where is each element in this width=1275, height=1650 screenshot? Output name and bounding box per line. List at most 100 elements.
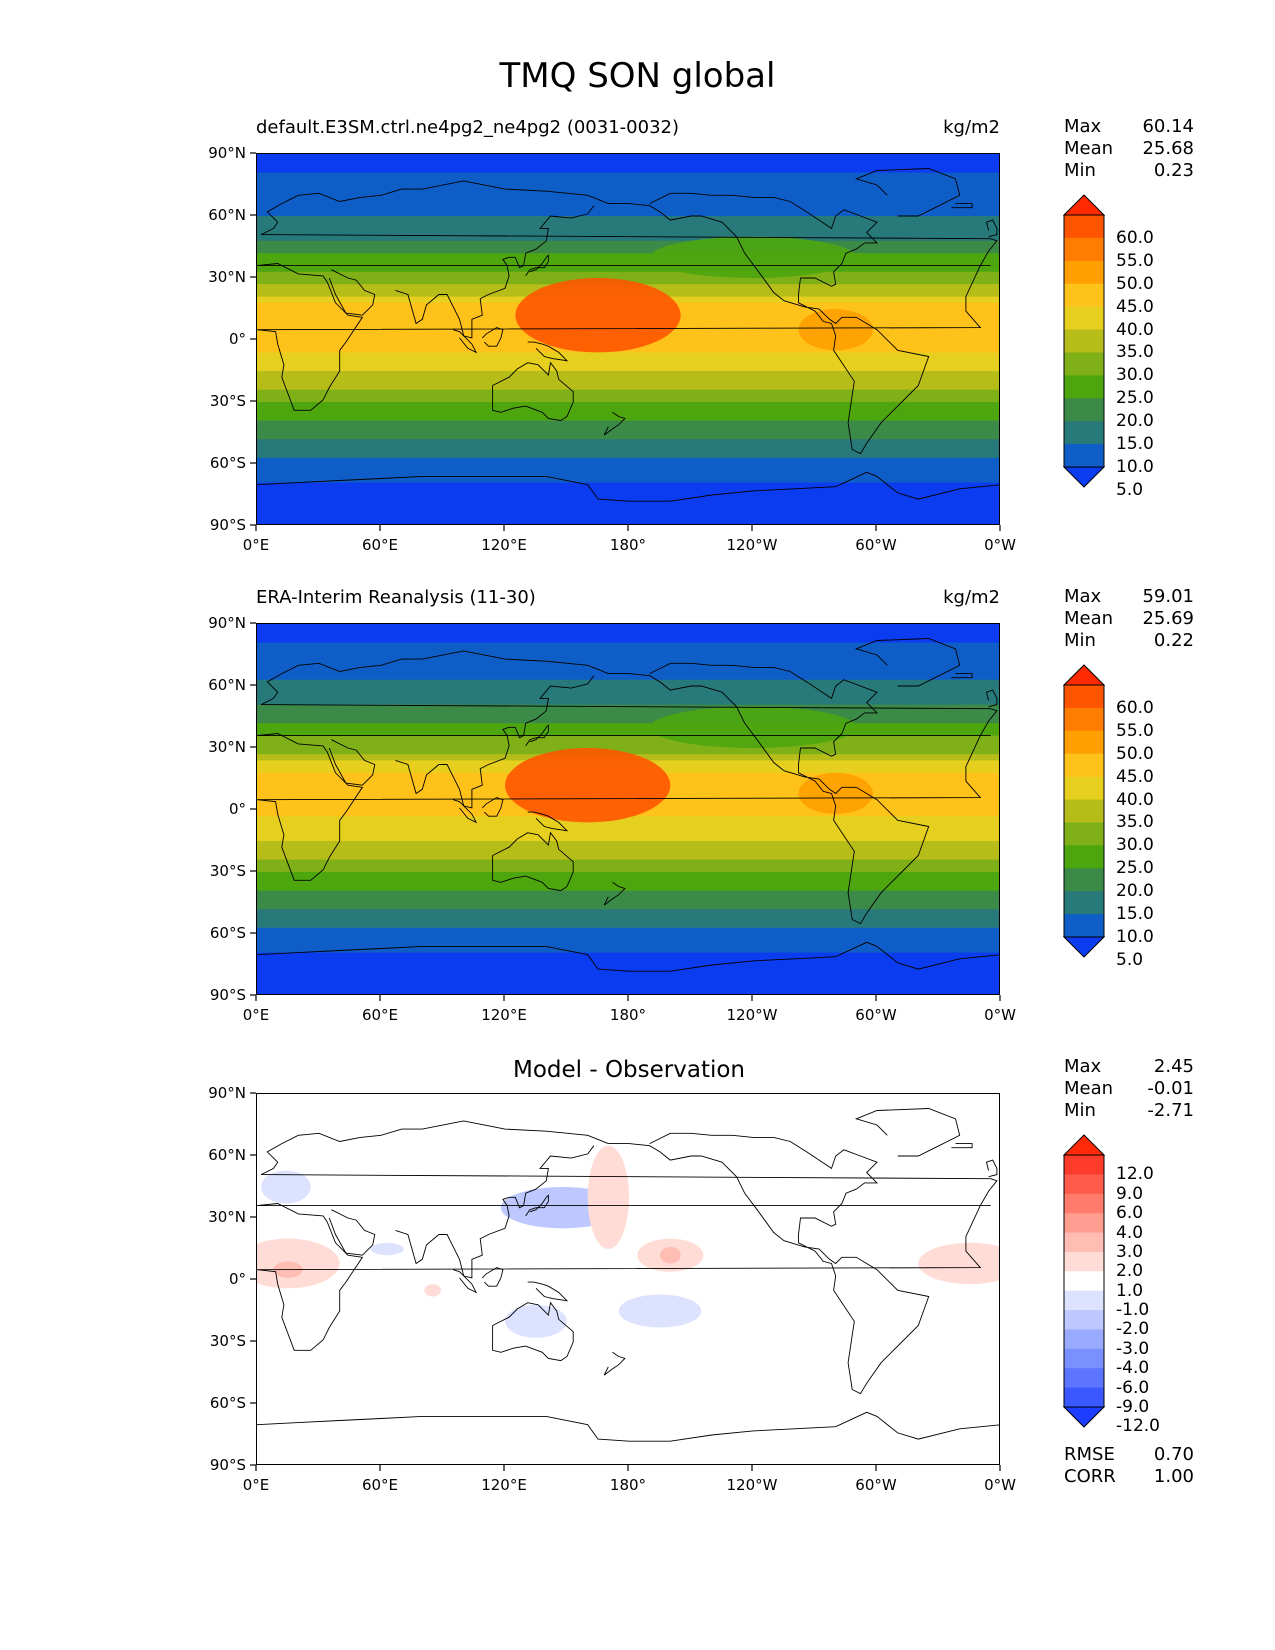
field-anomaly bbox=[649, 236, 857, 278]
colorbar-label: 25.0 bbox=[1116, 858, 1154, 879]
diff-feature bbox=[587, 1145, 629, 1249]
field-band bbox=[257, 729, 999, 737]
colorbar-swatch bbox=[1064, 421, 1104, 445]
stat-min: Min -2.71 bbox=[1064, 1100, 1194, 1122]
stat-value: 0.70 bbox=[1153, 1444, 1194, 1465]
field-band bbox=[257, 909, 999, 916]
colorbar-model bbox=[1062, 194, 1106, 488]
colorbar-swatch bbox=[1064, 260, 1104, 285]
field-band bbox=[257, 717, 999, 724]
colorbar-label: 2.0 bbox=[1116, 1261, 1144, 1282]
lat-tick-label: 30°N bbox=[208, 738, 246, 756]
diff-feature bbox=[261, 1170, 311, 1204]
coastline bbox=[985, 1159, 998, 1178]
coastlines bbox=[257, 168, 999, 502]
lat-tick-label: 30°N bbox=[208, 268, 246, 286]
coastline bbox=[453, 1269, 478, 1294]
colorbar-frame bbox=[1063, 684, 1105, 938]
coastline bbox=[492, 831, 574, 892]
field-anomaly bbox=[515, 278, 681, 353]
lon-tick-label: 120°E bbox=[481, 1476, 527, 1494]
stat-value: 60.14 bbox=[1142, 116, 1194, 137]
field-band bbox=[257, 495, 999, 502]
diff-background bbox=[257, 1094, 999, 1464]
field-band bbox=[257, 420, 999, 428]
colorbar-frame bbox=[1063, 214, 1105, 468]
coastline bbox=[985, 689, 998, 708]
coastline bbox=[854, 638, 961, 687]
coastline bbox=[260, 1120, 998, 1395]
colorbar-swatch bbox=[1064, 914, 1104, 938]
field-band bbox=[257, 166, 999, 174]
field-band bbox=[257, 253, 999, 260]
field-band bbox=[257, 847, 999, 854]
field-band bbox=[257, 371, 999, 378]
field-band bbox=[257, 921, 999, 929]
stat-rmse: RMSE 0.70 bbox=[1064, 1444, 1194, 1466]
field-band bbox=[257, 507, 999, 515]
coastlines bbox=[257, 1108, 999, 1442]
field-band bbox=[257, 710, 999, 718]
stat-value: 25.68 bbox=[1142, 138, 1194, 159]
field-band bbox=[257, 977, 999, 985]
panel-model: default.E3SM.ctrl.ne4pg2_ne4pg2 (0031-00… bbox=[0, 0, 1275, 554]
field-band bbox=[257, 698, 999, 706]
field-band bbox=[257, 946, 999, 954]
field-band bbox=[257, 265, 999, 273]
coastline bbox=[951, 203, 973, 209]
field-band bbox=[257, 197, 999, 205]
lon-tick-label: 120°W bbox=[727, 1476, 778, 1494]
stat-label: Mean bbox=[1064, 1078, 1114, 1099]
colorbar-label: 10.0 bbox=[1116, 927, 1154, 947]
lat-tick-label: 30°N bbox=[208, 1208, 246, 1226]
colorbar-swatch bbox=[1064, 329, 1104, 353]
field-band bbox=[257, 828, 999, 836]
colorbar-label: 40.0 bbox=[1116, 789, 1154, 810]
stat-value: 0.22 bbox=[1153, 630, 1194, 651]
lat-tick-label: 90°N bbox=[208, 1084, 246, 1102]
field-band bbox=[257, 488, 999, 496]
stat-label: Max bbox=[1064, 1056, 1102, 1077]
lat-tick-label: 90°N bbox=[208, 144, 246, 162]
colorbar-label: -6.0 bbox=[1116, 1377, 1150, 1398]
coastline bbox=[395, 205, 595, 339]
field-band bbox=[257, 358, 999, 366]
field-band bbox=[257, 853, 999, 861]
colorbar-swatch bbox=[1064, 1193, 1104, 1214]
panel-observation: ERA-Interim Reanalysis (11-30) kg/m2 90°… bbox=[0, 470, 1275, 1024]
stat-min: Min 0.22 bbox=[1064, 630, 1194, 652]
colorbar-label: 30.0 bbox=[1116, 365, 1154, 386]
field-band bbox=[257, 154, 999, 161]
colorbar-swatch bbox=[1064, 707, 1104, 732]
field-band bbox=[257, 673, 999, 681]
field-band bbox=[257, 464, 999, 471]
colorbar-label: 35.0 bbox=[1116, 812, 1154, 833]
colorbar-label: 35.0 bbox=[1116, 342, 1154, 363]
coastline bbox=[453, 799, 478, 824]
colorbar-observation bbox=[1062, 664, 1106, 958]
colorbar-swatch bbox=[1064, 375, 1104, 399]
field-band bbox=[257, 822, 999, 830]
stat-label: RMSE bbox=[1064, 1444, 1115, 1465]
panel-difference: Model - Observation 90°N 60°N 30°N 0° 30°S 60… bbox=[0, 940, 1275, 1494]
coastline bbox=[257, 1411, 999, 1442]
colorbar-swatch bbox=[1064, 1251, 1104, 1272]
lat-tick-label: 60°N bbox=[208, 206, 246, 224]
stat-value: 0.23 bbox=[1153, 160, 1194, 181]
stat-label: CORR bbox=[1064, 1466, 1116, 1487]
colorbar-swatch bbox=[1064, 753, 1104, 778]
field-band bbox=[257, 247, 999, 254]
field-anomaly bbox=[798, 309, 873, 351]
colorbar-swatch bbox=[1064, 776, 1104, 800]
lon-tick-label: 180° bbox=[610, 1476, 646, 1494]
map-difference bbox=[256, 1093, 1000, 1465]
stat-max: Max 60.14 bbox=[1064, 116, 1194, 138]
colorbar-swatch bbox=[1064, 868, 1104, 892]
stats-difference: Max 2.45 Mean -0.01 Min -2.71 bbox=[1064, 1056, 1194, 1122]
field-band bbox=[257, 884, 999, 892]
field-band bbox=[257, 667, 999, 675]
stat-min: Min 0.23 bbox=[1064, 160, 1194, 182]
colorbar-swatch bbox=[1064, 1368, 1104, 1389]
coastline bbox=[527, 811, 569, 832]
colorbar-swatch bbox=[1064, 799, 1104, 823]
